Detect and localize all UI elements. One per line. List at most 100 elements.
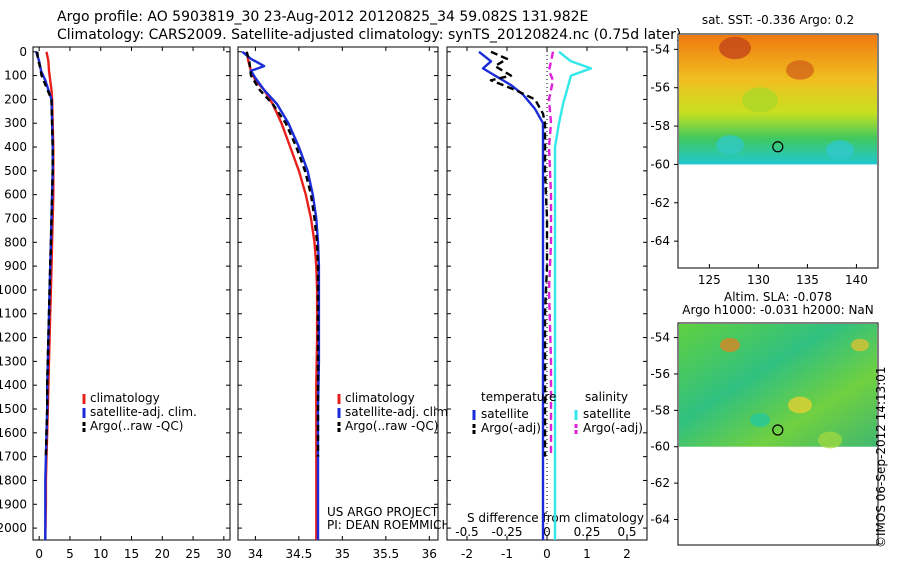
map-field-patch <box>750 413 770 427</box>
legend-label: climatology <box>90 391 160 405</box>
series-line-temperature-satellite <box>478 50 545 540</box>
map-y-tick-label: -58 <box>650 403 670 417</box>
panel-temperature: 0100200300400500600700800900100011001200… <box>0 45 231 561</box>
y-tick-label: 900 <box>4 259 27 273</box>
y-tick-label: 700 <box>4 211 27 225</box>
x-tick-label: -1 <box>501 547 513 561</box>
y-tick-label: 1000 <box>0 283 27 297</box>
y-tick-label: 2000 <box>0 521 27 535</box>
map-field-patch <box>826 140 854 160</box>
legend-label: Argo(-adj) <box>583 421 643 435</box>
map-field-patch <box>818 431 842 449</box>
y-tick-label: 1100 <box>0 307 27 321</box>
y-tick-label: 1800 <box>0 473 27 487</box>
legend-label: Argo(-adj) <box>481 421 541 435</box>
y-tick-label: 1400 <box>0 378 27 392</box>
map-y-tick-label: -62 <box>650 476 670 490</box>
map-x-tick-label: 130 <box>747 273 770 287</box>
map-field-patch <box>720 338 740 352</box>
map-title: Altim. SLA: -0.078 <box>724 290 832 304</box>
x-tick-label: 30 <box>216 547 231 561</box>
credit-text: ©IMOS 06-Sep-2012 14:13:01 <box>874 366 888 548</box>
map-y-tick-label: -56 <box>650 367 670 381</box>
argo-location-marker <box>772 424 784 436</box>
y-tick-label: 800 <box>4 235 27 249</box>
legend-label: satellite <box>583 407 631 421</box>
y-tick-label: 1300 <box>0 354 27 368</box>
y-tick-label: 600 <box>4 188 27 202</box>
chart-title-line1: Argo profile: AO 5903819_30 23-Aug-2012 … <box>57 9 589 25</box>
map-field-patch <box>788 396 812 414</box>
map-x-tick-label: 140 <box>845 273 868 287</box>
legend-label: satellite-adj. clim. <box>90 405 197 419</box>
panel-sst_map: -54 -56 -58 -60 -62 -64 125 130 135 140 sat. SST: … <box>650 13 879 287</box>
map-field-patch <box>742 87 778 113</box>
x-tick-top-label: 0.25 <box>574 525 601 539</box>
legend-title-salinity: salinity <box>585 390 628 404</box>
panel-frame <box>32 46 231 541</box>
map-y-tick-label: -54 <box>650 331 670 345</box>
x-tick-label: 35.5 <box>372 547 399 561</box>
y-tick-label: 1200 <box>0 331 27 345</box>
x-tick-top-label: 0.5 <box>617 525 636 539</box>
chart-title-line2: Climatology: CARS2009. Satellite-adjuste… <box>57 27 682 43</box>
map-x-tick-label: 135 <box>796 273 819 287</box>
x-tick-label: 36 <box>422 547 437 561</box>
y-tick-label: 100 <box>4 69 27 83</box>
x-tick-label: 2 <box>623 547 631 561</box>
legend-label: Argo(..raw -QC) <box>90 419 183 433</box>
series-line-argo-raw-qc- <box>245 51 320 457</box>
panel-frame <box>446 46 648 541</box>
panel-difference: -2 -1 0 1 2-0.5 -0.25 0 0.25 0.5S difference fro… <box>446 46 648 561</box>
x-tick-label: 5 <box>66 547 74 561</box>
map-y-tick-label: -54 <box>650 42 670 56</box>
y-tick-label: 200 <box>4 92 27 106</box>
legend-title-temperature: temperature <box>481 390 556 404</box>
map-field-patch <box>851 338 869 352</box>
y-tick-label: 400 <box>4 140 27 154</box>
map-x-tick-label: 125 <box>698 273 721 287</box>
annotation-text: PI: DEAN ROEMMICH <box>327 518 450 532</box>
y-tick-label: 1900 <box>0 497 27 511</box>
map-y-tick-label: -58 <box>650 119 670 133</box>
y-tick-label: 1600 <box>0 426 27 440</box>
series-line-temperature-argo-adj- <box>489 50 549 457</box>
legend-label: Argo(..raw -QC) <box>345 419 438 433</box>
legend-label: climatology <box>345 391 415 405</box>
y-tick-label: 1500 <box>0 402 27 416</box>
map-y-tick-label: -62 <box>650 196 670 210</box>
x-tick-top-label: 0 <box>543 525 551 539</box>
x-tick-label: -2 <box>461 547 473 561</box>
panel-sla_map: -54 -56 -58 -60 -62 -64 Altim. SLA: -0.078Argo… <box>650 290 879 546</box>
x-tick-top-label: -0.25 <box>491 525 522 539</box>
y-tick-label: 500 <box>4 164 27 178</box>
map-heatmap <box>679 324 877 447</box>
x-tick-label: 20 <box>155 547 170 561</box>
x-tick-label: 0 <box>35 547 43 561</box>
map-y-tick-label: -60 <box>650 440 670 454</box>
y-tick-label: 0 <box>19 45 27 59</box>
legend-label: satellite-adj. clim. <box>345 405 452 419</box>
y-tick-label: 300 <box>4 116 27 130</box>
panel-salinity: 34 34.5 35 35.5 36 climatologysatellite-adj. … <box>237 46 452 561</box>
annotation-text: US ARGO PROJECT <box>327 505 439 519</box>
map-y-tick-label: -56 <box>650 81 670 95</box>
x-tick-label: 34.5 <box>286 547 313 561</box>
map-field-patch <box>786 60 814 80</box>
x-tick-label: 34 <box>248 547 263 561</box>
x-tick-label: 25 <box>185 547 200 561</box>
x-tick-label: 1 <box>583 547 591 561</box>
map-y-tick-label: -64 <box>650 513 670 527</box>
panel-frame <box>237 46 439 541</box>
series-line-salinity-satellite <box>553 50 593 540</box>
argo-location-marker <box>772 141 784 153</box>
map-title: sat. SST: -0.336 Argo: 0.2 <box>702 13 854 27</box>
map-field-patch <box>719 36 751 60</box>
x-tick-label: 35 <box>335 547 350 561</box>
x-tick-label: 0 <box>543 547 551 561</box>
x-tick-label: 15 <box>124 547 139 561</box>
y-tick-label: 1700 <box>0 450 27 464</box>
map-subtitle: Argo h1000: -0.031 h2000: NaN <box>682 303 874 317</box>
legend-label: satellite <box>481 407 529 421</box>
